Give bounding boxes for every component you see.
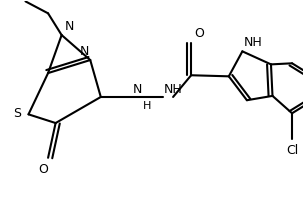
Text: N: N	[79, 45, 89, 58]
Text: H: H	[143, 101, 151, 111]
Text: NH: NH	[164, 83, 183, 96]
Text: N: N	[65, 20, 74, 33]
Text: N: N	[133, 83, 142, 96]
Text: O: O	[39, 163, 49, 176]
Text: O: O	[194, 28, 204, 40]
Text: Cl: Cl	[286, 144, 298, 157]
Text: S: S	[13, 107, 21, 120]
Text: NH: NH	[244, 36, 263, 49]
